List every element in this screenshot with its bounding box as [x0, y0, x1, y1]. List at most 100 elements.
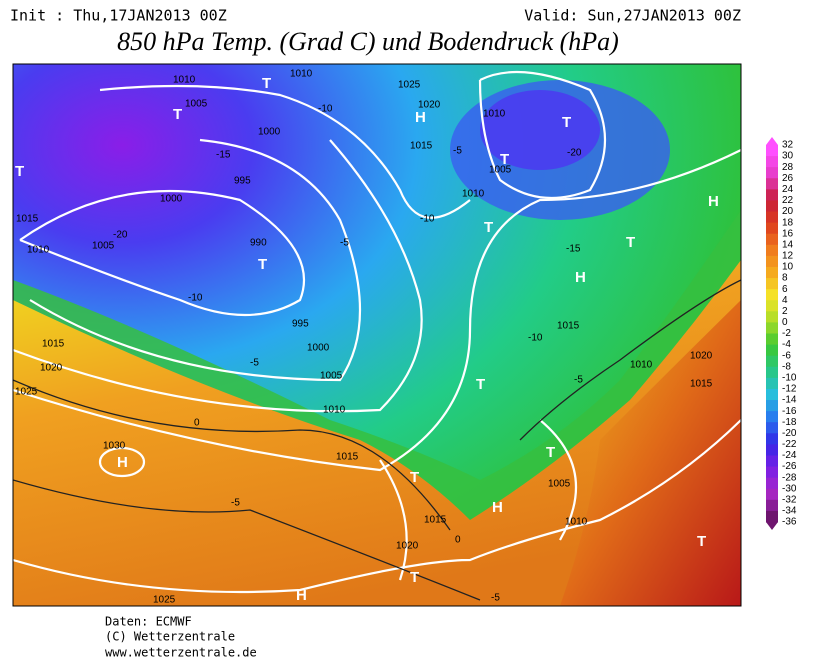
colorbar-label: 2	[782, 306, 788, 317]
valid-time: Valid: Sun,27JAN2013 00Z	[524, 7, 741, 25]
temp-label: -10	[188, 293, 203, 304]
center-marker: T	[258, 256, 267, 273]
center-marker: T	[476, 376, 485, 393]
isobar-label: 1015	[424, 515, 447, 526]
colorbar-label: 16	[782, 228, 794, 239]
colorbar-segment	[766, 344, 778, 357]
center-marker: T	[410, 469, 419, 486]
isobar-label: 1025	[398, 80, 421, 91]
colorbar-cap	[766, 137, 778, 145]
isobar-label: 1025	[153, 595, 176, 606]
colorbar-segment	[766, 289, 778, 301]
colorbar-segment	[766, 366, 778, 379]
isobar-label: 990	[250, 238, 267, 249]
temp-label: -10	[318, 104, 333, 115]
isobar-label: 1010	[483, 109, 506, 120]
center-marker: T	[173, 106, 182, 123]
center-marker: T	[15, 163, 24, 180]
colorbar-segment	[766, 233, 778, 246]
isobar-label: 1025	[15, 387, 38, 398]
colorbar-segment	[766, 499, 778, 512]
center-marker: T	[626, 234, 635, 251]
temp-label: -5	[453, 146, 462, 157]
isobar-label: 1005	[185, 99, 208, 110]
isobar-label: 1005	[489, 165, 512, 176]
colorbar-label: -34	[782, 506, 797, 517]
center-marker: H	[415, 109, 426, 126]
colorbar-segment	[766, 388, 778, 401]
colorbar-segment	[766, 178, 778, 190]
colorbar-label: -12	[782, 384, 797, 395]
isobar-label: 1015	[690, 379, 713, 390]
center-marker: H	[117, 454, 128, 471]
isobar-label: 1005	[548, 479, 571, 490]
isobar-label: 1020	[396, 541, 419, 552]
isobar-labels: 1010 1005 1010 1025 1020 1010 1000 995 1…	[15, 69, 713, 606]
colorbar-segment	[766, 322, 778, 334]
colorbar-label: 20	[782, 206, 794, 217]
temp-label: -10	[420, 214, 435, 225]
colorbar-segment	[766, 145, 778, 157]
temp-label: -20	[113, 230, 128, 241]
colorbar-label: -6	[782, 350, 791, 361]
colorbar-label: 8	[782, 273, 788, 284]
isobar-label: 1005	[320, 371, 343, 382]
colorbar-segment	[766, 167, 778, 179]
isobar-label: 1010	[462, 189, 485, 200]
colorbar-segment	[766, 455, 778, 468]
temp-label: -20	[567, 148, 582, 159]
isobar-label: 1015	[336, 452, 359, 463]
isobar-label: 1020	[690, 351, 713, 362]
temp-label: -5	[250, 358, 259, 369]
isobar-label: 1000	[258, 127, 281, 138]
colorbar-segment	[766, 377, 778, 390]
center-marker: T	[484, 219, 493, 236]
isobar-label: 1010	[173, 75, 196, 86]
center-marker: T	[697, 533, 706, 550]
isobar-label: 1000	[307, 343, 330, 354]
center-marker: H	[492, 499, 503, 516]
temp-label: -5	[491, 593, 500, 604]
colorbar-segment	[766, 510, 778, 523]
colorbar-label: 4	[782, 295, 788, 306]
colorbar-label: -36	[782, 517, 797, 528]
temperature-labels: -20 -15 -10 -5 -5 -10 -5 -15 -10 -20 -10…	[113, 104, 583, 604]
colorbar-cap	[766, 522, 778, 530]
colorbar-label: -28	[782, 472, 797, 483]
footer-copyright: (C) Wetterzentrale	[105, 630, 235, 644]
footer-url: www.wetterzentrale.de	[105, 646, 257, 660]
isobar-label: 1020	[40, 363, 63, 374]
colorbar-label: 18	[782, 217, 794, 228]
isobar-label: 1015	[410, 141, 433, 152]
temp-label: -5	[340, 238, 349, 249]
colorbar-segment	[766, 311, 778, 323]
temp-label: 0	[455, 535, 461, 546]
colorbar-label: -8	[782, 361, 791, 372]
colorbar-segment	[766, 444, 778, 456]
footer-source: Daten: ECMWF	[105, 615, 192, 629]
temp-label: -15	[216, 150, 231, 161]
colorbar-label: -18	[782, 417, 797, 428]
center-marker: H	[708, 193, 719, 210]
colorbar-segment	[766, 488, 778, 501]
temp-label: -15	[566, 244, 581, 255]
isobar-label: 1015	[42, 339, 65, 350]
isobar-label: 1015	[16, 214, 39, 225]
colorbar-label: 0	[782, 317, 788, 328]
colorbar-segment	[766, 189, 778, 201]
map-title: 850 hPa Temp. (Grad C) und Bodendruck (h…	[117, 27, 619, 56]
colorbar-label: 30	[782, 151, 794, 162]
map-frame	[12, 63, 742, 607]
isobar-label: 995	[292, 319, 309, 330]
center-marker: H	[296, 587, 307, 604]
center-marker: T	[410, 569, 419, 586]
colorbar-label: -2	[782, 328, 791, 339]
isobar-label: 1015	[557, 321, 580, 332]
colorbar-label: 22	[782, 195, 794, 206]
colorbar-segment	[766, 244, 778, 257]
isobar-label: 1010	[565, 517, 588, 528]
colorbar-label: -14	[782, 395, 797, 406]
colorbar-segment	[766, 355, 778, 368]
colorbar-segment	[766, 422, 778, 434]
